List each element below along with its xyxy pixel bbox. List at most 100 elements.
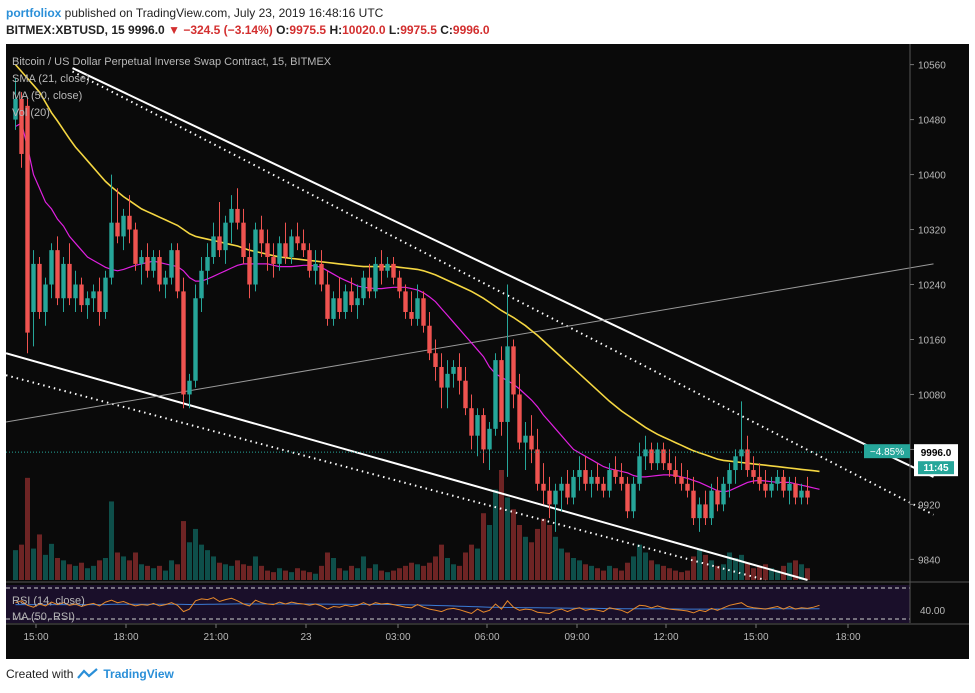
candle-body	[205, 257, 210, 271]
pct-badge-text: −4.85%	[870, 447, 904, 458]
volume-bar	[199, 544, 204, 580]
volume-bar	[49, 543, 54, 580]
volume-bar	[133, 552, 138, 580]
candle-body	[493, 360, 498, 429]
candle-body	[595, 476, 600, 484]
ma50-line	[14, 64, 820, 473]
volume-bar	[469, 544, 474, 580]
volume-bar	[487, 525, 492, 580]
candle-body	[139, 257, 144, 264]
volume-bar	[541, 518, 546, 580]
volume-bar	[349, 565, 354, 580]
low-value: 9975.5	[400, 23, 437, 37]
close-value: 9996.0	[452, 23, 490, 37]
candle-body	[265, 243, 270, 258]
candle-body	[553, 490, 558, 505]
volume-bar	[61, 560, 66, 580]
volume-bar	[409, 562, 414, 580]
volume-bar	[583, 564, 588, 580]
x-tick-label: 15:00	[743, 632, 768, 643]
candle-body	[403, 291, 408, 312]
axes: 9840992010000100801016010240103201040010…	[6, 44, 969, 659]
y-tick-label: 10560	[918, 61, 946, 72]
volume-bar	[415, 564, 420, 580]
chart-area[interactable]: 9840992010000100801016010240103201040010…	[6, 44, 969, 659]
close-label: C:	[440, 23, 453, 37]
volume-bar	[103, 558, 108, 580]
y-tick-label: 10480	[918, 116, 946, 127]
candle-body	[169, 250, 174, 278]
volume-bar	[337, 568, 342, 580]
volume-bar	[193, 528, 198, 580]
candle-body	[247, 257, 252, 285]
tradingview-link[interactable]: TradingView	[103, 667, 174, 681]
legend-vol[interactable]: Vol (20)	[12, 107, 50, 119]
candle-body	[613, 470, 618, 477]
candle-body	[193, 298, 198, 381]
candle-body	[565, 483, 570, 498]
volume-bar	[697, 548, 702, 580]
legend-labels: Bitcoin / US Dollar Perpetual Inverse Sw…	[12, 56, 332, 623]
candle-body	[445, 373, 450, 388]
change-text: −324.5 (−3.14%)	[183, 23, 273, 37]
volume-bar	[667, 568, 672, 580]
high-label: H:	[329, 23, 343, 37]
published-text: published on TradingView.com, July 23, 2…	[64, 6, 384, 20]
volume-bar	[793, 560, 798, 580]
candle-body	[145, 257, 150, 271]
volume-bar	[691, 556, 696, 580]
candle-body	[583, 470, 588, 484]
candle-body	[559, 483, 564, 491]
x-tick-label: 18:00	[835, 632, 860, 643]
author-link[interactable]: portfoliox	[6, 6, 62, 20]
volume-bar	[673, 570, 678, 580]
legend-rsi[interactable]: RSI (14, close)	[12, 595, 85, 607]
candle-body	[97, 291, 102, 312]
volume-bar	[739, 554, 744, 580]
volume-bar	[463, 552, 468, 580]
volume-bar	[805, 568, 810, 580]
x-tick-label: 23	[300, 632, 312, 643]
y-tick-label: 9920	[918, 500, 941, 511]
legend-rsi-ma[interactable]: MA (50, RSI)	[12, 611, 75, 623]
volume-bar	[703, 554, 708, 580]
volume-bar	[445, 558, 450, 580]
candle-body	[379, 263, 384, 271]
volume-bar	[67, 564, 72, 580]
symbol-line: BITMEX:XBTUSD, 15 9996.0 ▼ −324.5 (−3.14…	[6, 23, 490, 37]
volume-bar	[169, 560, 174, 580]
candle-body	[67, 263, 72, 299]
candle-body	[643, 449, 648, 457]
volume-bar	[553, 536, 558, 580]
candle-body	[43, 284, 48, 312]
candle-body	[631, 483, 636, 512]
volume-bar	[355, 568, 360, 580]
candle-body	[619, 476, 624, 484]
candle-body	[19, 98, 24, 154]
y-tick-label: 10400	[918, 171, 946, 182]
candle-body	[805, 490, 810, 498]
candle-body	[73, 284, 78, 299]
symbol-label: BITMEX:XBTUSD, 15	[6, 23, 125, 37]
volume-bar	[229, 565, 234, 580]
volume-bar	[301, 570, 306, 580]
legend-ma[interactable]: MA (50, close)	[12, 90, 82, 102]
volume-bar	[481, 513, 486, 580]
volume-bar	[79, 562, 84, 580]
countdown-bg	[918, 461, 954, 475]
volume-bar	[91, 565, 96, 580]
candle-body	[85, 298, 90, 306]
legend-sma[interactable]: SMA (21, close)	[12, 73, 90, 85]
volume-bar	[499, 470, 504, 580]
volume-bar	[271, 572, 276, 580]
footer: Created with TradingView	[6, 667, 174, 681]
trendline	[72, 70, 934, 516]
y-tick-label: 9840	[918, 555, 941, 566]
volume-bar	[535, 528, 540, 580]
volume-bar	[115, 552, 120, 580]
price-chart[interactable]: 9840992010000100801016010240103201040010…	[6, 44, 969, 659]
volume-bar	[799, 564, 804, 580]
candle-body	[217, 236, 222, 251]
candle-body	[103, 277, 108, 312]
volume-bar	[655, 564, 660, 580]
